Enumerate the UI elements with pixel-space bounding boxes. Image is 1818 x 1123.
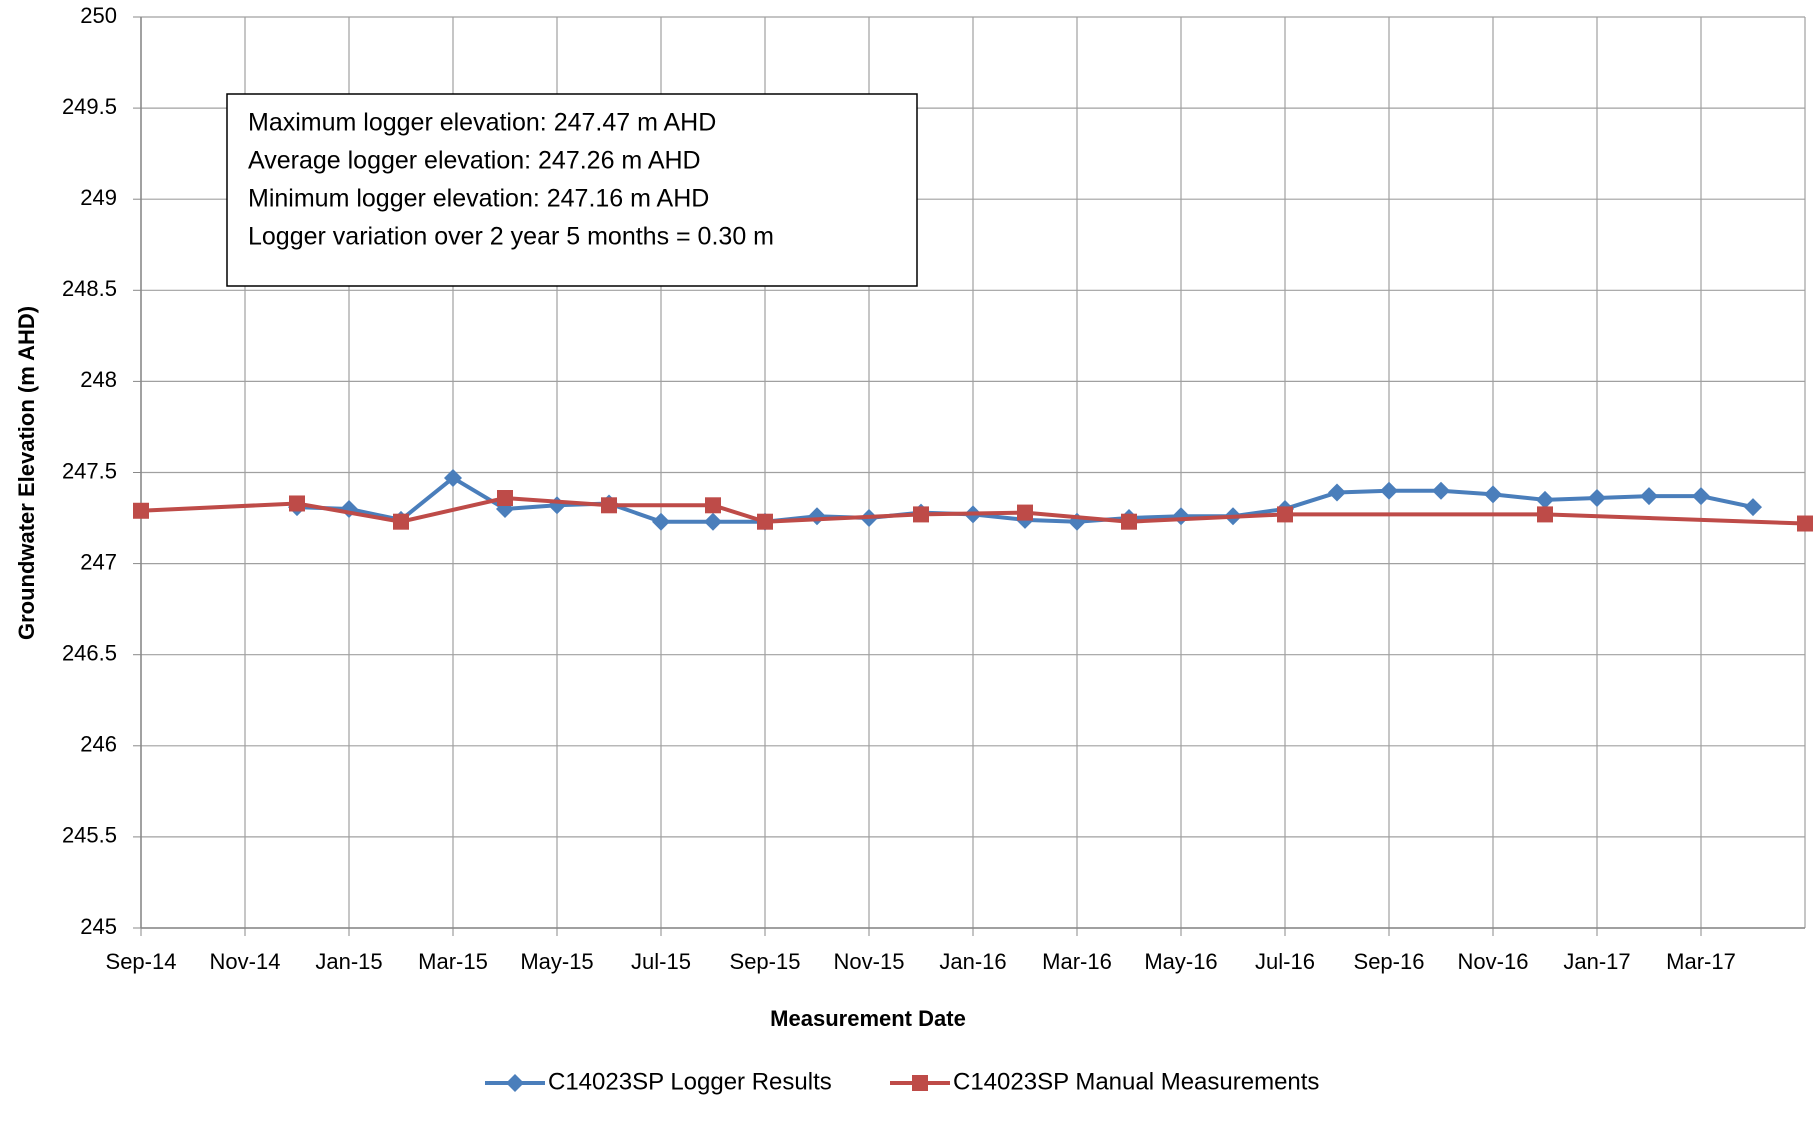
x-tick-label: Jul-15 (631, 949, 691, 974)
legend-item: C14023SP Logger Results (485, 1068, 832, 1095)
y-tick-label: 247 (80, 549, 117, 574)
marker (1536, 490, 1554, 509)
marker (1588, 489, 1606, 508)
y-tick-label: 248 (80, 367, 117, 392)
legend-label: C14023SP Logger Results (548, 1068, 832, 1095)
annotation-text: Average logger elevation: 247.26 m AHD (248, 147, 701, 175)
marker (1640, 487, 1658, 506)
x-tick-label: Jan-16 (939, 949, 1006, 974)
marker (913, 506, 929, 523)
x-tick-label: Mar-17 (1666, 949, 1736, 974)
x-tick-label: Nov-14 (210, 949, 281, 974)
y-tick-label: 247.5 (62, 458, 117, 483)
marker (1277, 506, 1293, 523)
marker (1380, 481, 1398, 500)
marker (497, 490, 513, 507)
marker (1328, 483, 1346, 502)
marker (1172, 507, 1190, 526)
x-tick-label: May-16 (1144, 949, 1217, 974)
x-tick-label: Jan-15 (315, 949, 382, 974)
marker (444, 468, 462, 487)
y-tick-label: 248.5 (62, 276, 117, 301)
marker (912, 1075, 928, 1091)
x-tick-label: May-15 (520, 949, 593, 974)
annotation-text: Minimum logger elevation: 247.16 m AHD (248, 185, 709, 213)
x-tick-label: Nov-15 (834, 949, 905, 974)
marker (1537, 506, 1553, 523)
x-tick-label: Mar-15 (418, 949, 488, 974)
marker (808, 507, 826, 526)
y-tick-label: 250 (80, 3, 117, 28)
x-axis-title: Measurement Date (770, 1006, 966, 1031)
marker (601, 497, 617, 514)
marker (1017, 504, 1033, 521)
marker (506, 1074, 524, 1092)
x-tick-label: Sep-14 (106, 949, 177, 974)
annotation-box (226, 93, 918, 287)
legend-label: C14023SP Manual Measurements (953, 1068, 1319, 1095)
y-tick-label: 249.5 (62, 94, 117, 119)
marker (289, 495, 305, 512)
y-tick-label: 245.5 (62, 823, 117, 848)
x-tick-label: Sep-15 (730, 949, 801, 974)
marker (1121, 513, 1137, 530)
annotation-text: Logger variation over 2 year 5 months = … (248, 223, 774, 251)
x-tick-label: Jul-16 (1255, 949, 1315, 974)
y-tick-label: 245 (80, 914, 117, 939)
marker (1744, 498, 1762, 517)
marker (1432, 481, 1450, 500)
x-tick-label: Jan-17 (1563, 949, 1630, 974)
marker (548, 496, 566, 515)
x-tick-label: Sep-16 (1354, 949, 1425, 974)
annotation-text: Maximum logger elevation: 247.47 m AHD (248, 109, 716, 137)
marker (652, 512, 670, 531)
y-tick-label: 246.5 (62, 641, 117, 666)
marker (1484, 485, 1502, 504)
marker (757, 513, 773, 530)
y-tick-label: 246 (80, 732, 117, 757)
x-tick-label: Nov-16 (1458, 949, 1529, 974)
marker (704, 512, 722, 531)
marker (133, 502, 149, 519)
marker (1692, 487, 1710, 506)
x-tick-label: Mar-16 (1042, 949, 1112, 974)
marker (393, 513, 409, 530)
legend-item: C14023SP Manual Measurements (890, 1068, 1319, 1095)
marker (705, 497, 721, 514)
marker (1797, 515, 1813, 532)
y-axis-title: Groundwater Elevation (m AHD) (14, 306, 39, 640)
y-tick-label: 249 (80, 185, 117, 210)
